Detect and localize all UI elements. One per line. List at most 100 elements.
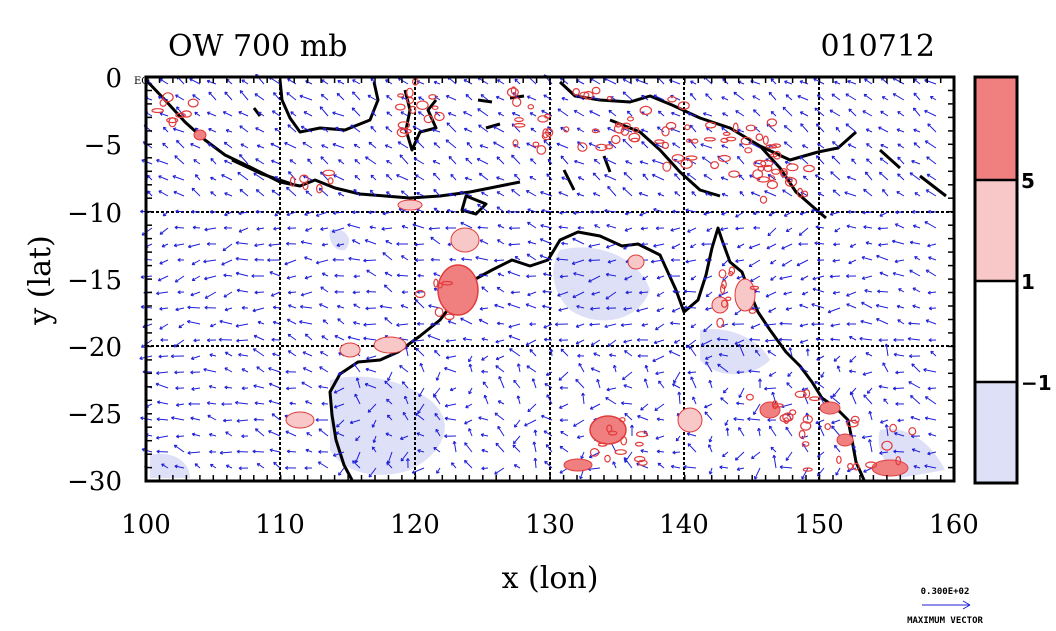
wind-vector-head: [674, 191, 678, 195]
wind-vector: [336, 93, 345, 101]
wind-vector: [322, 319, 329, 325]
wind-vector: [434, 350, 441, 357]
wind-vector: [846, 303, 857, 309]
wind-vector: [525, 303, 537, 309]
wind-vector-head: [221, 402, 225, 407]
contour-blob: [800, 421, 812, 431]
wind-vector: [354, 159, 361, 165]
wind-vector-head: [928, 256, 932, 261]
wind-vector: [287, 333, 297, 341]
wind-vector: [914, 192, 921, 197]
wind-vector-head: [289, 159, 294, 163]
wind-vector-head: [733, 417, 737, 421]
wind-vector-head: [750, 191, 755, 196]
contour-blob: [745, 393, 754, 401]
wind-vector: [397, 141, 409, 149]
wind-vector-head: [385, 432, 389, 437]
contour-blob: [537, 115, 549, 123]
wind-vector-head: [735, 213, 739, 218]
wind-vector-head: [543, 325, 547, 329]
wind-vector-head: [223, 141, 228, 146]
contour-blob: [802, 415, 814, 424]
wind-vector-head: [140, 305, 145, 309]
wind-vector: [927, 123, 937, 133]
wind-vector-head: [779, 321, 783, 326]
wind-vector-head: [224, 367, 228, 371]
wind-vector: [444, 367, 457, 373]
wind-vector: [524, 419, 537, 427]
wind-vector: [803, 175, 809, 181]
x-tick-label: 150: [794, 510, 844, 540]
wind-vector: [925, 417, 937, 421]
wind-vector: [337, 80, 345, 85]
contour-blob: [536, 144, 547, 155]
wind-vector-head: [238, 466, 242, 471]
vector-legend-label: MAXIMUM VECTOR: [907, 616, 983, 626]
wind-vector: [497, 426, 505, 437]
wind-vector: [350, 419, 361, 424]
wind-vector-head: [267, 258, 271, 263]
wind-vector-head: [525, 303, 530, 307]
contour-blob: [721, 279, 727, 290]
wind-vector: [446, 355, 457, 359]
wind-vector: [527, 208, 537, 213]
wind-vector: [658, 380, 665, 389]
wind-vector-head: [690, 80, 694, 85]
wind-vector-head: [252, 348, 257, 352]
wind-vector-head: [718, 293, 722, 297]
contour-blob: [428, 94, 438, 100]
wind-vector-head: [451, 462, 455, 466]
wind-vector-head: [573, 211, 577, 215]
wind-vector: [704, 411, 713, 421]
wind-vector: [305, 400, 313, 405]
wind-vector: [604, 210, 617, 213]
wind-vector: [773, 455, 777, 469]
wind-vector: [435, 429, 441, 437]
wind-vector-head: [897, 319, 901, 323]
wind-vector: [494, 467, 505, 475]
wind-vector-head: [816, 357, 820, 361]
wind-vector: [897, 419, 905, 422]
wind-vector-head: [913, 128, 917, 133]
wind-vector-head: [209, 323, 214, 328]
wind-vector: [365, 307, 377, 309]
wind-vector-head: [477, 225, 481, 230]
wind-vector-head: [879, 271, 883, 276]
wind-vector-head: [848, 335, 853, 340]
contour-blob: [783, 417, 790, 425]
wind-vector: [236, 339, 249, 342]
wind-vector-head: [592, 192, 597, 196]
wind-vector-head: [575, 324, 580, 328]
colorbar-label: −1: [1021, 371, 1052, 395]
wind-vector-head: [770, 111, 775, 115]
wind-vector-head: [529, 112, 534, 116]
wind-vector: [287, 78, 297, 85]
wind-vector-head: [878, 384, 882, 389]
wind-vector-head: [928, 306, 933, 311]
wind-vector-head: [721, 96, 725, 100]
wind-vector-head: [834, 80, 838, 85]
wind-vector: [910, 416, 921, 421]
wind-vector: [288, 350, 297, 357]
wind-vector-head: [219, 450, 224, 455]
wind-vector: [268, 400, 281, 405]
wind-vector: [398, 77, 409, 85]
wind-vector: [573, 419, 585, 427]
wind-vector: [529, 349, 537, 357]
wind-vector: [530, 158, 537, 165]
wind-vector: [497, 322, 505, 325]
wind-vector-head: [753, 225, 757, 230]
wind-vector-head: [318, 428, 323, 432]
contour-blob: [722, 131, 731, 136]
wind-vector: [594, 224, 601, 229]
wind-vector: [912, 305, 921, 309]
wind-vector: [831, 93, 841, 101]
wind-vector: [188, 243, 201, 248]
wind-vector-head: [864, 171, 869, 176]
wind-vector-head: [415, 139, 420, 144]
wind-vector-head: [208, 127, 212, 132]
wind-vector-head: [835, 472, 839, 476]
wind-vector: [607, 339, 617, 347]
wind-vector-head: [894, 431, 898, 436]
wind-vector-head: [892, 386, 897, 391]
